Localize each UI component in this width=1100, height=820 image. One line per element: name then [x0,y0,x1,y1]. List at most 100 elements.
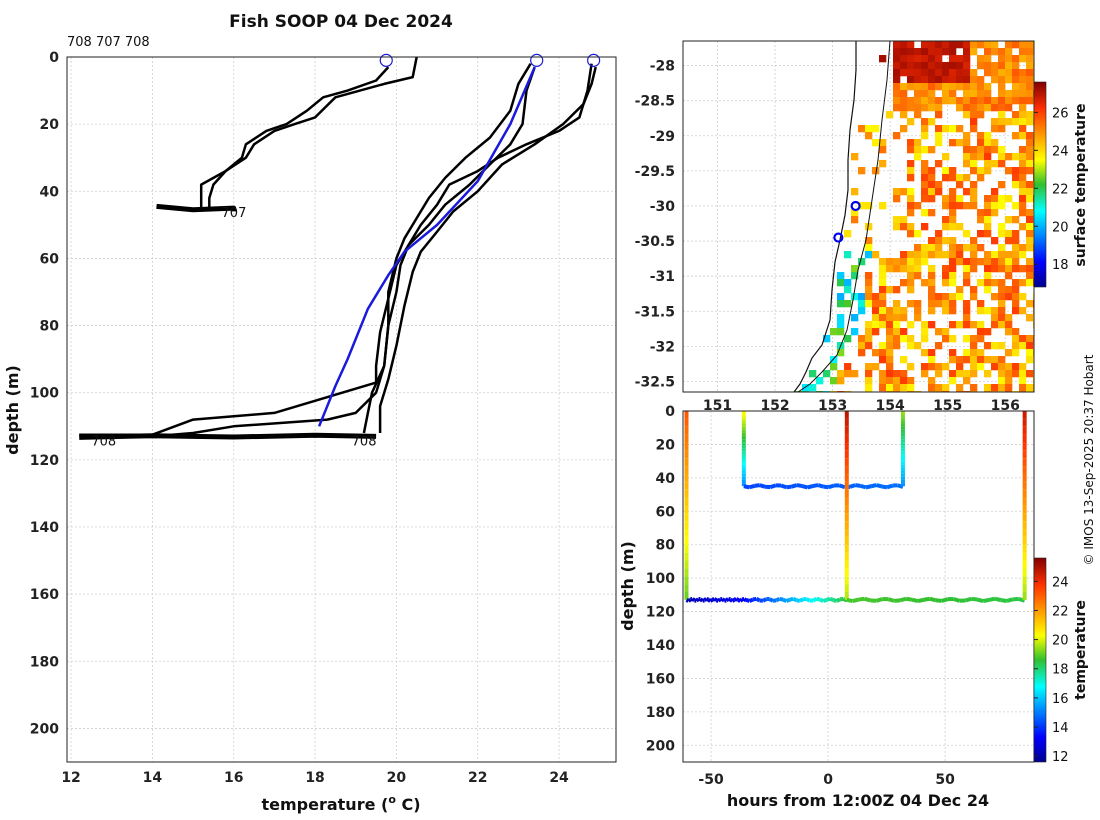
map-sst-cell [970,90,978,98]
map-sst-cell [865,223,873,231]
map-sst-cell [921,370,929,378]
map-sst-cell [1026,76,1034,84]
map-sst-cell [900,370,908,378]
map-sst-cell [1026,223,1034,231]
map-sst-cell [858,167,866,175]
map-sst-cell [963,258,971,266]
map-sst-cell [1005,97,1013,105]
map-sst-cell [984,55,992,63]
map-sst-cell [984,153,992,161]
map-sst-cell [998,258,1006,266]
time-depth-bottom-segment [807,484,814,490]
map-x-tick: 156 [991,398,1020,414]
map-sst-cell [942,48,950,56]
map-sst-cell [942,223,950,231]
map-sst-cell [879,300,887,308]
map-sst-cell [893,76,901,84]
map-sst-cell [970,41,978,49]
map-sst-cell [963,160,971,168]
map-station-markers [833,200,861,243]
time-depth-y-tick: 60 [656,504,676,520]
map-sst-cell [956,321,964,329]
map-sst-cell [858,293,866,301]
map-sst-cell [872,300,880,308]
map-sst-cell [928,286,936,294]
map-sst-cell [949,62,957,70]
profile-line-reference [317,66,536,427]
time-depth-bottom-segment [745,597,751,603]
map-sst-cell [865,237,873,245]
map-sst-cell [998,97,1006,105]
time-depth-y-axis-label: depth (m) [618,541,637,631]
map-sst-cell [893,307,901,315]
map-sst-cell [900,223,908,231]
map-sst-cell [1026,188,1034,196]
map-sst-cell [935,125,943,133]
map-sst-cell [886,356,894,364]
map-sst-cell [956,139,964,147]
time-depth-bottom-segment [709,598,714,603]
map-sst-cell [949,307,957,315]
profile-x-tick: 12 [61,770,80,786]
map-sst-cell [865,244,873,252]
map-sst-cell [900,307,908,315]
time-depth-bottom-segment [1006,597,1014,603]
time-depth-bottom-segment [875,483,883,489]
map-sst-cell [963,111,971,119]
map-sst-cell [914,202,922,210]
time-depth-bottom-segment [829,596,835,602]
map-sst-cell [1019,265,1027,273]
map-sst-cell [984,83,992,91]
map-sst-cell [984,384,992,392]
map-sst-cell [949,90,957,98]
map-sst-cell [928,237,936,245]
map-sst-cell [865,202,873,210]
map-sst-cell [1005,384,1013,392]
map-sst-cell [928,104,936,112]
map-sst-cell [1026,55,1034,63]
map-sst-cell [921,69,929,77]
map-sst-cell [879,146,887,154]
profile-x-tick: 16 [224,770,243,786]
time-depth-bottom-segment [798,597,805,603]
map-sst-cell [935,104,943,112]
time-depth-bottom-segment [825,596,831,602]
time-depth-bottom-segment [905,596,913,602]
map-sst-cell [949,251,957,259]
map-sst-cell [935,97,943,105]
time-depth-bottom-segment [717,597,722,603]
time-depth-bottom-segment [796,483,803,489]
map-sst-cell [1012,279,1020,287]
map-cb-tick: 18 [1052,258,1069,273]
map-sst-cell [872,139,880,147]
time-depth-x-ticks: -50 0 50 [698,772,955,788]
map-sst-cell [907,251,915,259]
map-sst-cell [844,363,852,371]
map-sst-cell [998,363,1006,371]
map-sst-cell [914,69,922,77]
time-depth-y-tick: 80 [656,538,676,554]
map-sst-cell [886,370,894,378]
map-sst-cell [956,384,964,392]
map-sst-cell [984,132,992,140]
map-sst-cell [900,104,908,112]
time-depth-bottom-segment [899,596,907,603]
map-sst-cell [949,321,957,329]
map-sst-cell [1026,349,1034,357]
temperature-cb-tick: 12 [1052,750,1069,765]
time-depth-bottom-segment [691,597,696,602]
map-sst-cell [830,328,838,336]
map-sst-cell [949,188,957,196]
map-sst-cell [865,363,873,371]
map-sst-cell [900,48,908,56]
profile-start-marker [379,53,393,67]
map-sst-cell [1012,328,1020,336]
map-sst-cell [963,377,971,385]
time-depth-bottom-segment [887,597,895,603]
map-sst-cell [942,90,950,98]
map-sst-cell [935,251,943,259]
map-sst-cell [872,251,880,259]
map-sst-cell [1026,335,1034,343]
map-sst-cell [970,111,978,119]
map-sst-cell [984,265,992,273]
